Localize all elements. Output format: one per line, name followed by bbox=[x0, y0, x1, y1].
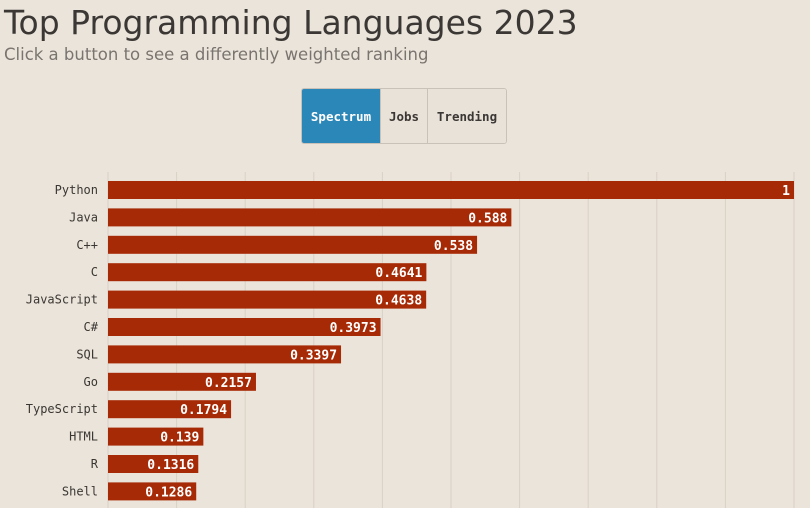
category-label: Python bbox=[55, 183, 98, 197]
value-label: 0.3397 bbox=[290, 348, 337, 363]
value-label: 0.588 bbox=[468, 211, 507, 226]
bar-javascript bbox=[108, 290, 427, 309]
value-label: 1 bbox=[782, 184, 790, 199]
category-label: Java bbox=[69, 210, 98, 224]
bar-java bbox=[108, 208, 512, 227]
value-label: 0.4641 bbox=[375, 266, 422, 281]
category-label: Go bbox=[84, 375, 98, 389]
bar-c- bbox=[108, 235, 478, 254]
bar-c- bbox=[108, 318, 381, 336]
value-label: 0.3973 bbox=[330, 321, 377, 336]
ranking-button-group: Spectrum Jobs Trending bbox=[301, 88, 507, 144]
value-label: 0.139 bbox=[160, 431, 199, 446]
category-label: SQL bbox=[76, 347, 98, 361]
bar-c bbox=[108, 263, 427, 282]
page-title: Top Programming Languages 2023 bbox=[4, 3, 578, 42]
grid-lines bbox=[107, 172, 795, 508]
category-label: TypeScript bbox=[26, 402, 98, 416]
value-label: 0.1316 bbox=[147, 458, 194, 473]
category-label: Shell bbox=[62, 484, 98, 498]
bar-shell bbox=[108, 482, 197, 501]
jobs-button[interactable]: Jobs bbox=[381, 89, 428, 143]
bar-sql bbox=[108, 345, 342, 364]
value-label: 0.1286 bbox=[145, 485, 192, 500]
category-label: JavaScript bbox=[26, 293, 98, 307]
category-label: R bbox=[91, 457, 99, 471]
spectrum-button[interactable]: Spectrum bbox=[302, 89, 381, 143]
category-label: C++ bbox=[76, 238, 98, 252]
bar-typescript bbox=[108, 400, 232, 419]
value-label: 0.1794 bbox=[180, 403, 227, 418]
bar-html bbox=[108, 427, 204, 446]
trending-button[interactable]: Trending bbox=[428, 89, 506, 143]
page-subtitle: Click a button to see a differently weig… bbox=[4, 45, 429, 64]
value-label: 0.538 bbox=[434, 239, 473, 254]
value-label: 0.2157 bbox=[205, 376, 252, 391]
category-label: C bbox=[91, 265, 98, 279]
category-label: C# bbox=[84, 320, 99, 334]
bar-python bbox=[108, 181, 794, 199]
category-label: HTML bbox=[69, 430, 98, 444]
bar-go bbox=[108, 372, 256, 391]
bar-r bbox=[108, 455, 199, 473]
value-label: 0.4638 bbox=[375, 294, 422, 309]
